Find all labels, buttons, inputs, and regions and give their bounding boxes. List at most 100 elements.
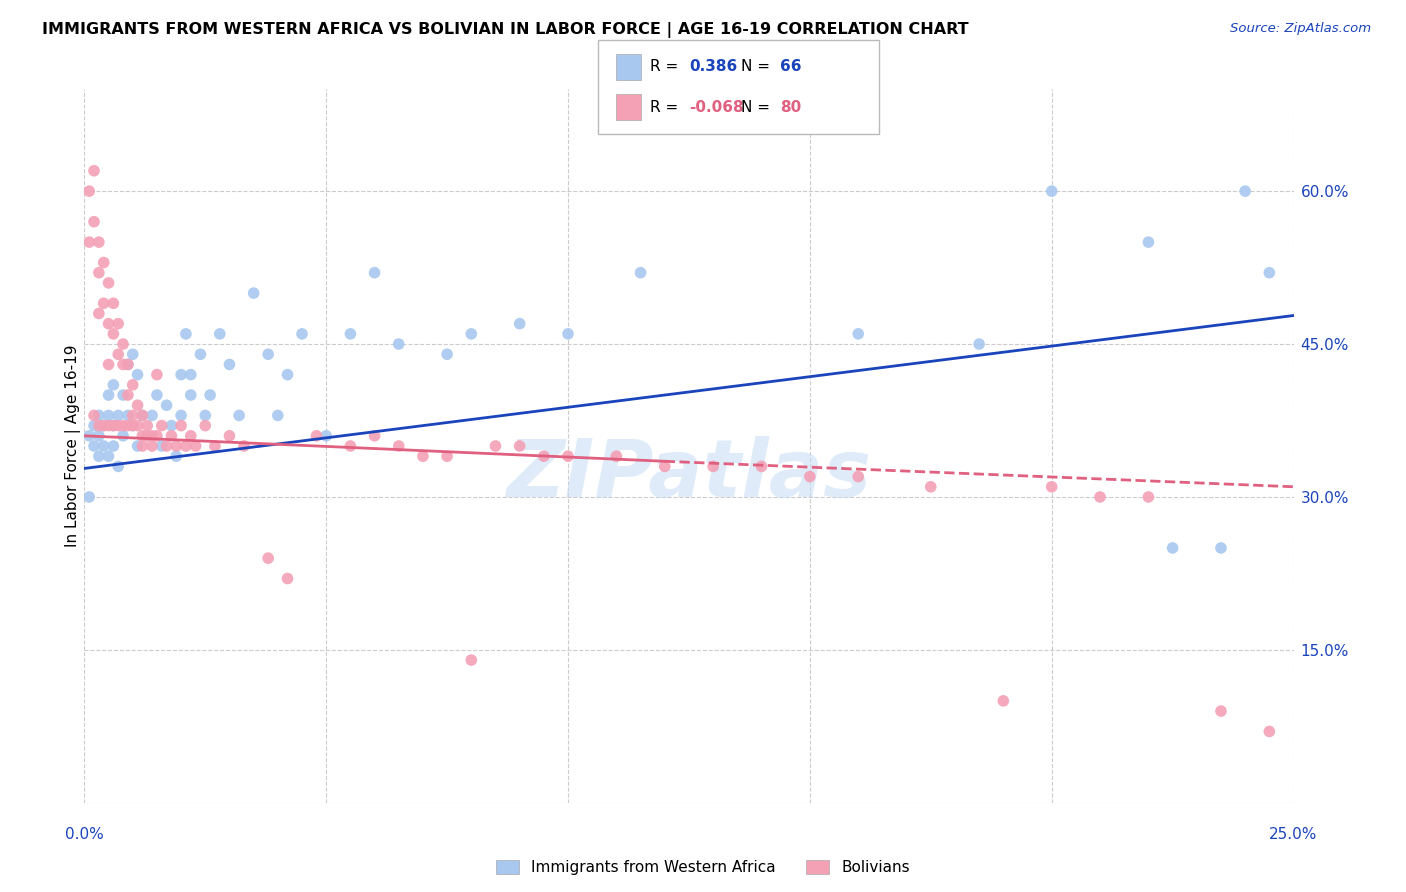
Point	[83, 215, 105, 229]
Point	[1209, 704, 1232, 718]
Point	[121, 409, 143, 423]
Point	[208, 326, 231, 341]
Point	[97, 358, 120, 372]
Point	[117, 388, 139, 402]
Point	[291, 326, 314, 341]
Point	[180, 429, 202, 443]
Point	[131, 429, 153, 443]
Point	[363, 266, 385, 280]
Point	[93, 439, 115, 453]
Point	[83, 409, 105, 423]
Point	[87, 418, 110, 433]
Point	[1088, 490, 1111, 504]
Point	[93, 418, 115, 433]
Legend: Immigrants from Western Africa, Bolivians: Immigrants from Western Africa, Bolivian…	[496, 861, 910, 875]
Point	[107, 409, 129, 423]
Point	[218, 358, 240, 372]
Point	[257, 347, 280, 361]
Point	[190, 347, 212, 361]
Point	[127, 398, 149, 412]
Point	[83, 163, 105, 178]
Point	[1234, 184, 1257, 198]
Point	[509, 439, 531, 453]
Point	[967, 337, 990, 351]
Point	[127, 418, 149, 433]
Text: -0.068: -0.068	[689, 100, 744, 114]
Point	[93, 418, 115, 433]
Point	[141, 409, 163, 423]
Point	[174, 439, 197, 453]
Point	[87, 306, 110, 320]
Point	[460, 653, 482, 667]
Point	[103, 418, 125, 433]
Point	[107, 317, 129, 331]
Point	[1137, 235, 1160, 249]
Point	[117, 358, 139, 372]
Point	[257, 551, 280, 566]
Point	[233, 439, 256, 453]
Point	[155, 439, 177, 453]
Point	[103, 296, 125, 310]
Point	[131, 409, 153, 423]
Point	[412, 449, 434, 463]
Point	[509, 317, 531, 331]
Point	[204, 439, 226, 453]
Point	[131, 409, 153, 423]
Point	[484, 439, 506, 453]
Point	[267, 409, 290, 423]
Point	[77, 235, 100, 249]
Point	[97, 409, 120, 423]
Point	[103, 326, 125, 341]
Text: 80: 80	[780, 100, 801, 114]
Point	[388, 439, 411, 453]
Point	[180, 368, 202, 382]
Point	[799, 469, 821, 483]
Point	[103, 439, 125, 453]
Text: 0.0%: 0.0%	[65, 827, 104, 841]
Text: 66: 66	[780, 60, 801, 74]
Point	[112, 337, 135, 351]
Point	[87, 429, 110, 443]
Point	[112, 429, 135, 443]
Point	[112, 358, 135, 372]
Point	[174, 326, 197, 341]
Point	[218, 429, 240, 443]
Point	[112, 388, 135, 402]
Point	[146, 368, 169, 382]
Point	[97, 388, 120, 402]
Point	[107, 459, 129, 474]
Point	[93, 296, 115, 310]
Point	[87, 409, 110, 423]
Point	[97, 418, 120, 433]
Point	[87, 449, 110, 463]
Point	[276, 572, 298, 586]
Text: IMMIGRANTS FROM WESTERN AFRICA VS BOLIVIAN IN LABOR FORCE | AGE 16-19 CORRELATIO: IMMIGRANTS FROM WESTERN AFRICA VS BOLIVI…	[42, 22, 969, 38]
Point	[339, 439, 361, 453]
Point	[1161, 541, 1184, 555]
Point	[97, 317, 120, 331]
Y-axis label: In Labor Force | Age 16-19: In Labor Force | Age 16-19	[65, 344, 82, 548]
Point	[533, 449, 555, 463]
Point	[160, 429, 183, 443]
Point	[155, 398, 177, 412]
Point	[83, 439, 105, 453]
Point	[93, 255, 115, 269]
Point	[127, 439, 149, 453]
Point	[77, 184, 100, 198]
Point	[131, 439, 153, 453]
Point	[388, 337, 411, 351]
Point	[170, 409, 193, 423]
Point	[112, 418, 135, 433]
Point	[146, 388, 169, 402]
Point	[184, 439, 207, 453]
Text: N =: N =	[741, 60, 775, 74]
Point	[121, 418, 143, 433]
Point	[103, 418, 125, 433]
Point	[141, 439, 163, 453]
Point	[103, 377, 125, 392]
Point	[1209, 541, 1232, 555]
Point	[242, 286, 264, 301]
Point	[87, 235, 110, 249]
Point	[150, 439, 173, 453]
Point	[460, 326, 482, 341]
